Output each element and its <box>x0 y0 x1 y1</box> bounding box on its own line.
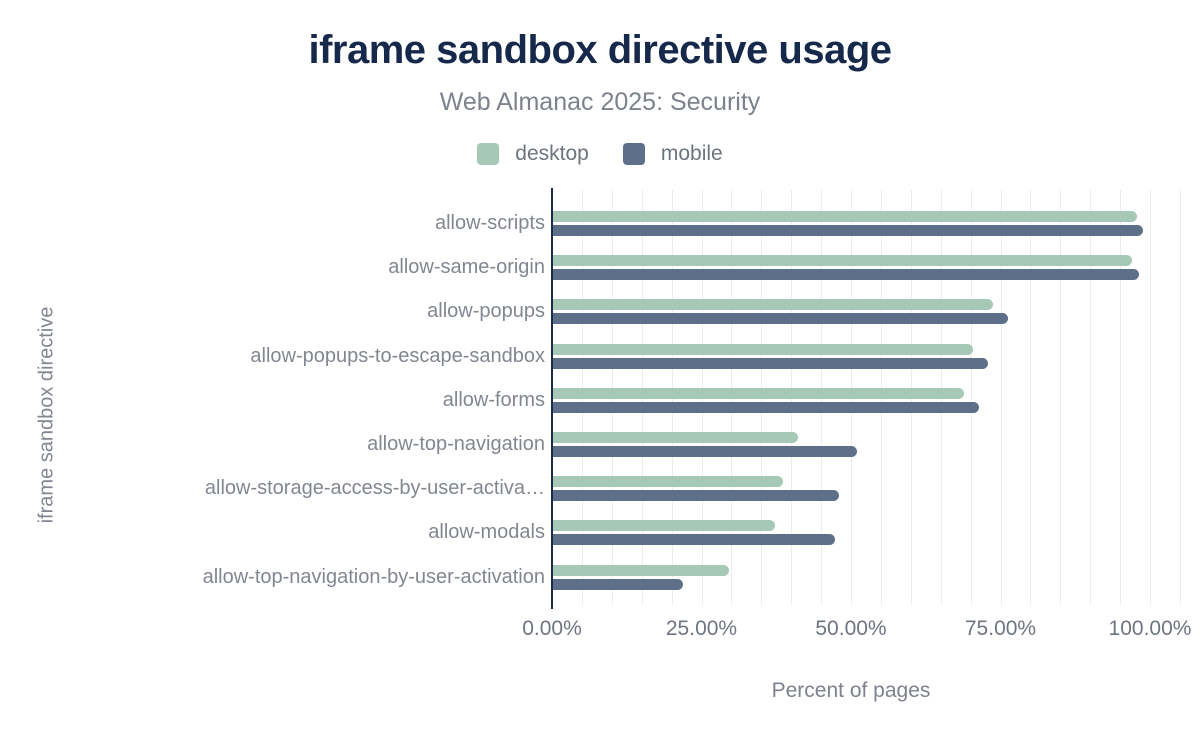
legend: desktop mobile <box>0 142 1200 166</box>
bar-mobile[interactable] <box>553 401 980 413</box>
category-label: allow-storage-access-by-user-activa… <box>204 477 545 500</box>
chart-row: allow-same-origin <box>0 255 1200 281</box>
category-label: allow-forms <box>442 388 545 411</box>
bar-mobile[interactable] <box>553 490 840 502</box>
gridline <box>1120 190 1122 605</box>
category-label: allow-top-navigation-by-user-activation <box>202 565 545 588</box>
chart-row: allow-forms <box>0 387 1200 413</box>
bar-mobile[interactable] <box>553 313 1009 325</box>
bar-mobile[interactable] <box>553 446 858 457</box>
legend-swatch-mobile <box>622 143 645 165</box>
gridline <box>1060 190 1062 605</box>
x-tick-label: 75.00% <box>964 617 1037 640</box>
category-label: allow-popups <box>427 300 545 323</box>
chart-row: allow-modals <box>0 520 1200 546</box>
bar-mobile[interactable] <box>553 534 836 546</box>
y-axis-line <box>551 188 553 609</box>
category-label: allow-modals <box>428 521 545 544</box>
bar-desktop[interactable] <box>553 564 729 576</box>
gridline <box>1179 190 1181 605</box>
bar-desktop[interactable] <box>553 476 783 488</box>
chart-subtitle: Web Almanac 2025: Security <box>439 88 761 116</box>
chart-title: iframe sandbox directive usage <box>308 28 892 72</box>
gridline <box>1150 190 1151 605</box>
category-label: allow-scripts <box>434 212 545 234</box>
legend-swatch-desktop <box>477 143 500 165</box>
chart-row: allow-top-navigation-by-user-activation <box>0 564 1200 590</box>
bar-desktop[interactable] <box>553 299 993 311</box>
bar-desktop[interactable] <box>553 520 775 532</box>
gridline <box>970 190 972 605</box>
bar-mobile[interactable] <box>553 225 1143 236</box>
bar-desktop[interactable] <box>553 343 974 355</box>
chart-row: allow-storage-access-by-user-activa… <box>0 476 1200 502</box>
x-tick-label: 25.00% <box>665 617 738 640</box>
legend-label: mobile <box>660 142 723 165</box>
gridline <box>1090 190 1092 605</box>
chart-row: allow-top-navigation <box>0 432 1200 457</box>
bar-desktop[interactable] <box>553 432 799 443</box>
bar-mobile[interactable] <box>553 578 683 590</box>
chart-row: allow-popups <box>0 299 1200 325</box>
x-tick-label: 0.00% <box>522 617 582 640</box>
category-label: allow-top-navigation <box>367 433 545 455</box>
plot-area: allow-scripts allow-same-origin allow-popu… <box>0 188 1200 609</box>
gridline <box>1030 190 1032 605</box>
legend-label: desktop <box>515 142 589 165</box>
bar-desktop[interactable] <box>553 211 1138 222</box>
gridline <box>1000 190 1002 605</box>
category-label: allow-same-origin <box>388 256 545 279</box>
legend-item-mobile: mobile <box>622 142 723 166</box>
x-tick-label: 50.00% <box>815 617 887 640</box>
bar-desktop[interactable] <box>553 387 965 399</box>
bar-mobile[interactable] <box>553 269 1140 281</box>
bar-mobile[interactable] <box>553 357 988 369</box>
category-label: allow-popups-to-escape-sandbox <box>250 344 545 367</box>
bar-desktop[interactable] <box>553 255 1132 267</box>
chart-row: allow-scripts <box>0 211 1200 236</box>
x-tick-label: 100.00% <box>1108 617 1192 640</box>
chart-row: allow-popups-to-escape-sandbox <box>0 343 1200 369</box>
legend-item-desktop: desktop <box>477 142 589 166</box>
x-axis-title: Percent of pages <box>771 679 931 702</box>
